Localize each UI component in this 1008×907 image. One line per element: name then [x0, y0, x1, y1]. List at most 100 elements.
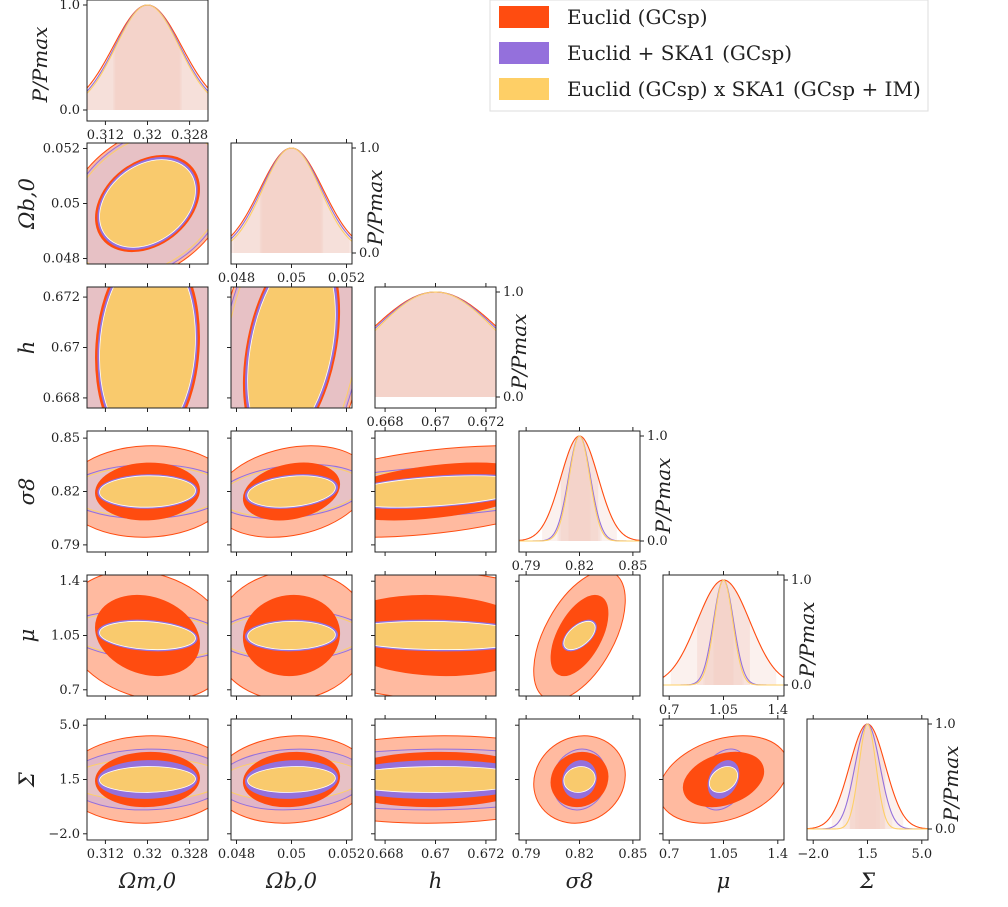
panel-Omega_m0-Omega_b0: 0.048 0.05 0.052 [43, 139, 209, 268]
marginal-curves [807, 723, 928, 830]
marginal-ylabel: P/Pmax [795, 602, 819, 679]
contour-layer [87, 445, 208, 538]
x-axis-label-Sigma: Σ [859, 869, 875, 893]
marginal-band-1sigma [713, 580, 734, 685]
contour-1sigma-3 [99, 475, 196, 508]
marginal-band-1sigma [560, 436, 599, 541]
marginal-curves [375, 291, 496, 397]
marginal-curves [231, 147, 352, 253]
x-tick-label: 1.4 [767, 847, 788, 862]
marginal-Sigma: −2.0 1.5 5.00.0 1.0 P/Pmax [797, 715, 963, 862]
y-axis-label-h: h [15, 341, 39, 355]
marginal-band-2sigma [557, 436, 602, 541]
marginal-Omega_b0: 0.048 0.05 0.052 0.0 1.0 P/Pmax [218, 139, 387, 286]
contour-1sigma-3 [563, 620, 596, 651]
marginal-y-tick-label: 1.0 [647, 429, 668, 444]
marginal-y-tick-label: 1.0 [503, 285, 524, 300]
panel-sigma8-mu [515, 571, 641, 700]
panel-Omega_b0-h [227, 283, 353, 412]
marginal-band-1sigma [259, 148, 324, 253]
contour-layer [87, 287, 208, 408]
marginal-band-2sigma [558, 436, 601, 541]
x-tick-label: 1.4 [767, 703, 788, 718]
marginal-band-2sigma [87, 5, 208, 110]
x-tick-label: 0.048 [218, 271, 255, 286]
y-tick-label: 0.67 [51, 341, 80, 356]
contour-layer [533, 735, 626, 824]
contour-layer [663, 735, 784, 824]
contour-1sigma-3 [563, 766, 596, 793]
marginal-y-tick-label: 1.0 [935, 717, 956, 732]
y-tick-label: 0.79 [51, 538, 80, 553]
y-tick-label: 0.052 [43, 142, 80, 157]
marginal-Omega_m0: 0.312 0.32 0.328 0.0 1.0 P/Pmax [28, 0, 209, 143]
y-axis-label-Sigma: Σ [15, 772, 39, 788]
x-tick-label: 0.328 [171, 128, 208, 143]
marginal-mu: 0.7 1.05 1.40.0 1.0 P/Pmax [659, 571, 819, 718]
y-tick-label: 1.5 [59, 773, 80, 788]
panels-layer: 0.0480.050.0520.6680.670.6720.790.820.85… [15, 0, 963, 893]
marginal-band-1sigma [375, 292, 496, 397]
marginal-band-1sigma [114, 5, 181, 110]
marginal-sigma8: 0.79 0.82 0.850.0 1.0 P/Pmax [512, 427, 675, 574]
contour-layer [533, 575, 626, 696]
x-tick-label: 0.85 [618, 559, 647, 574]
panel-h-Sigma: 0.668 0.67 0.672 [366, 715, 505, 862]
contour-layer [87, 575, 208, 696]
y-tick-label: 5.0 [59, 718, 80, 733]
marginal-curve-3 [231, 147, 352, 242]
contour-1sigma-3 [247, 287, 336, 408]
x-tick-label: 0.79 [512, 559, 541, 574]
x-tick-label: 1.05 [709, 847, 738, 862]
y-tick-label: 0.7 [59, 683, 80, 698]
x-axis-label-sigma8: σ8 [566, 869, 594, 893]
y-axis-label-sigma8: σ8 [15, 478, 39, 506]
y-tick-label: 1.05 [51, 629, 80, 644]
contour-1sigma-3 [375, 766, 496, 793]
marginal-band-2sigma [704, 580, 743, 685]
legend-swatch [499, 78, 549, 100]
marginal-band-1sigma [697, 580, 750, 685]
contour-layer [375, 445, 496, 538]
marginal-band-1sigma [375, 292, 496, 397]
marginal-y-tick-label: 0.0 [503, 390, 524, 405]
marginal-y-tick-label: 1.0 [59, 0, 80, 13]
y-tick-label: −2.0 [48, 827, 80, 842]
marginal-band-2sigma [670, 580, 777, 685]
marginal-y-tick-label: 0.0 [935, 822, 956, 837]
x-tick-label: 0.32 [133, 128, 162, 143]
panel-h-sigma8 [371, 427, 497, 556]
y-tick-label: 0.672 [43, 290, 80, 305]
contour-layer [87, 143, 208, 264]
x-tick-label: 0.048 [218, 847, 255, 862]
marginal-band-1sigma [568, 436, 591, 541]
panel-Omega_m0-Sigma: 0.312 0.32 0.328 −2.0 1.5 5.0 [48, 715, 209, 862]
panel-Omega_b0-mu [227, 571, 353, 700]
legend-swatch [499, 6, 549, 28]
legend-label: Euclid (GCsp) [567, 5, 708, 29]
marginal-curve-3 [375, 291, 496, 332]
x-tick-label: 0.668 [366, 415, 403, 430]
x-tick-label: 0.7 [659, 703, 680, 718]
marginal-ylabel: P/Pmax [939, 746, 963, 823]
marginal-y-tick-label: 0.0 [647, 534, 668, 549]
contour-layer [231, 287, 352, 408]
marginal-band-2sigma [233, 148, 350, 253]
y-tick-label: 0.82 [51, 485, 80, 500]
marginal-ylabel: P/Pmax [651, 458, 675, 535]
legend: Euclid (GCsp) Euclid + SKA1 (GCsp) Euclid … [489, 0, 929, 112]
marginal-band-2sigma [375, 292, 496, 397]
x-tick-label: 0.67 [421, 847, 450, 862]
contour-1sigma-3 [99, 766, 196, 793]
contour-layer [231, 735, 352, 824]
marginal-y-tick-label: 0.0 [359, 246, 380, 261]
marginal-y-tick-label: 0.0 [59, 103, 80, 118]
marginal-y-tick-label: 1.0 [791, 573, 812, 588]
contour-layer [231, 575, 352, 696]
panel-sigma8-Sigma: 0.79 0.82 0.85 [512, 715, 647, 862]
marginal-curves [519, 435, 640, 542]
x-tick-label: 0.82 [565, 847, 594, 862]
panel-Omega_b0-Sigma: 0.048 0.05 0.052 [218, 715, 365, 862]
y-axis-label-mu: μ [15, 629, 39, 643]
